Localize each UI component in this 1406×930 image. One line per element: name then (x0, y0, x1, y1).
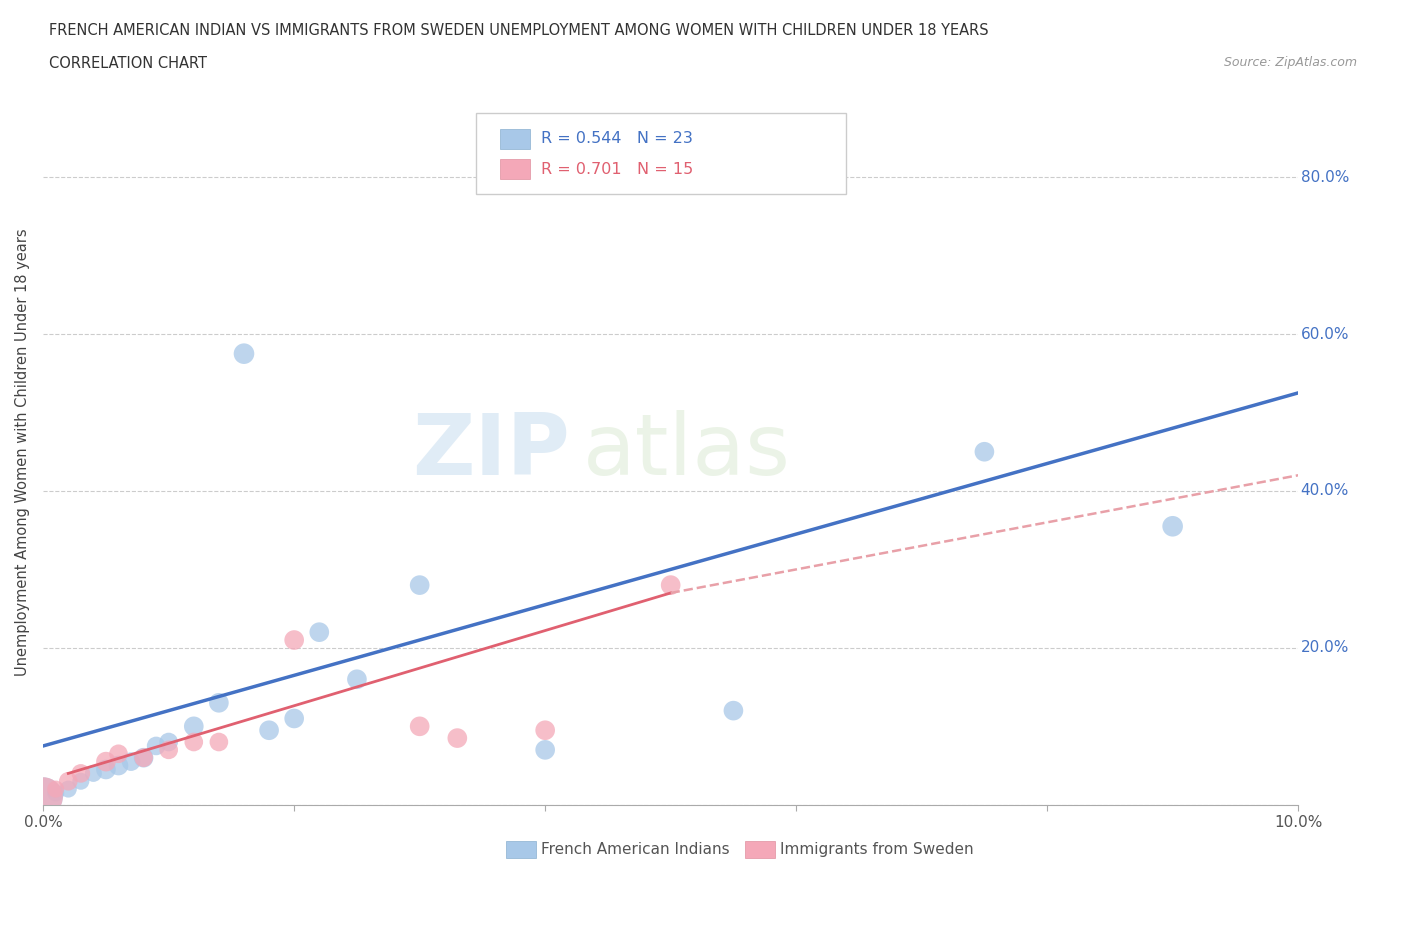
Point (94, 762, 117, 777)
Point (157, 742, 180, 757)
Text: 20.0%: 20.0% (1301, 641, 1348, 656)
Point (183, 719, 205, 734)
Point (45, 786, 67, 801)
Point (1161, 519, 1184, 534)
Point (973, 445, 995, 459)
Text: R = 0.544   N = 23: R = 0.544 N = 23 (541, 131, 693, 146)
Text: CORRELATION CHART: CORRELATION CHART (49, 56, 207, 71)
Text: 40.0%: 40.0% (1301, 484, 1348, 498)
Point (659, 578, 682, 592)
Point (82, 766, 104, 781)
Point (408, 719, 430, 734)
Point (183, 735, 205, 750)
Point (208, 735, 231, 750)
Text: FRENCH AMERICAN INDIAN VS IMMIGRANTS FROM SWEDEN UNEMPLOYMENT AMONG WOMEN WITH C: FRENCH AMERICAN INDIAN VS IMMIGRANTS FRO… (49, 23, 988, 38)
Point (346, 671, 368, 686)
Point (283, 632, 305, 647)
Point (32, 790, 55, 804)
Point (69, 774, 91, 789)
Point (107, 747, 129, 762)
Text: Source: ZipAtlas.com: Source: ZipAtlas.com (1223, 56, 1357, 69)
Text: ZIP: ZIP (412, 410, 571, 493)
Text: R = 0.701   N = 15: R = 0.701 N = 15 (541, 162, 693, 177)
Text: Immigrants from Sweden: Immigrants from Sweden (780, 843, 973, 857)
Point (107, 758, 129, 773)
Y-axis label: Unemployment Among Women with Children Under 18 years: Unemployment Among Women with Children U… (15, 228, 30, 675)
Point (308, 625, 330, 640)
Text: atlas: atlas (583, 410, 790, 493)
FancyBboxPatch shape (477, 113, 846, 194)
Point (145, 738, 167, 753)
Point (446, 731, 468, 746)
Point (58, 781, 80, 796)
Point (534, 723, 557, 737)
Point (132, 751, 155, 765)
Point (120, 754, 142, 769)
Point (32, 790, 55, 804)
Point (257, 723, 280, 737)
Point (408, 578, 430, 592)
Point (132, 751, 155, 765)
Point (58, 774, 80, 789)
Point (723, 703, 745, 718)
FancyBboxPatch shape (745, 842, 775, 858)
FancyBboxPatch shape (506, 842, 536, 858)
Point (233, 346, 256, 361)
Point (94, 754, 117, 769)
FancyBboxPatch shape (501, 159, 530, 179)
Point (45, 781, 67, 796)
Point (208, 696, 231, 711)
Point (283, 711, 305, 726)
FancyBboxPatch shape (501, 129, 530, 149)
Point (534, 742, 557, 757)
Text: 80.0%: 80.0% (1301, 169, 1348, 185)
Text: 60.0%: 60.0% (1301, 326, 1350, 341)
Point (157, 735, 180, 750)
Point (69, 766, 91, 781)
Text: French American Indians: French American Indians (541, 843, 730, 857)
